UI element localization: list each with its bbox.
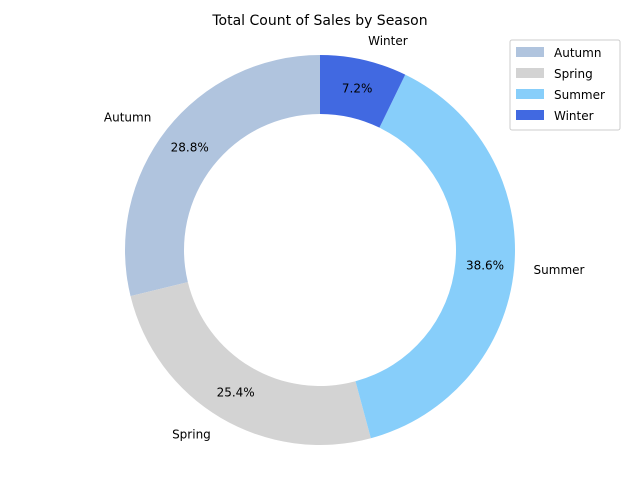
legend-swatch-spring (516, 68, 544, 78)
label-autumn: Autumn (104, 110, 151, 124)
slice-winter (320, 55, 406, 128)
percent-labels: 28.8% 25.4% 38.6% 7.2% (171, 81, 504, 399)
legend-label-spring: Spring (554, 67, 593, 81)
legend-label-autumn: Autumn (554, 46, 601, 60)
legend-label-winter: Winter (554, 109, 594, 123)
label-spring: Spring (172, 428, 211, 442)
percent-label-winter: 7.2% (342, 81, 373, 95)
percent-label-summer: 38.6% (466, 259, 504, 273)
legend-label-summer: Summer (554, 88, 605, 102)
label-summer: Summer (534, 263, 585, 277)
percent-label-spring: 25.4% (217, 386, 255, 400)
chart-title: Total Count of Sales by Season (211, 13, 427, 29)
slice-autumn (124, 55, 321, 297)
legend-swatch-summer (516, 89, 544, 99)
legend: Autumn Spring Summer Winter (509, 39, 621, 131)
percent-label-autumn: 28.8% (171, 141, 209, 155)
legend-swatch-autumn (516, 47, 544, 57)
category-labels: Autumn Spring Summer Winter (104, 34, 585, 442)
donut-slices (124, 55, 515, 445)
label-winter: Winter (368, 34, 408, 48)
slice-spring (130, 282, 371, 445)
legend-swatch-winter (516, 110, 544, 120)
legend-frame (509, 39, 621, 131)
slice-summer (355, 74, 515, 439)
